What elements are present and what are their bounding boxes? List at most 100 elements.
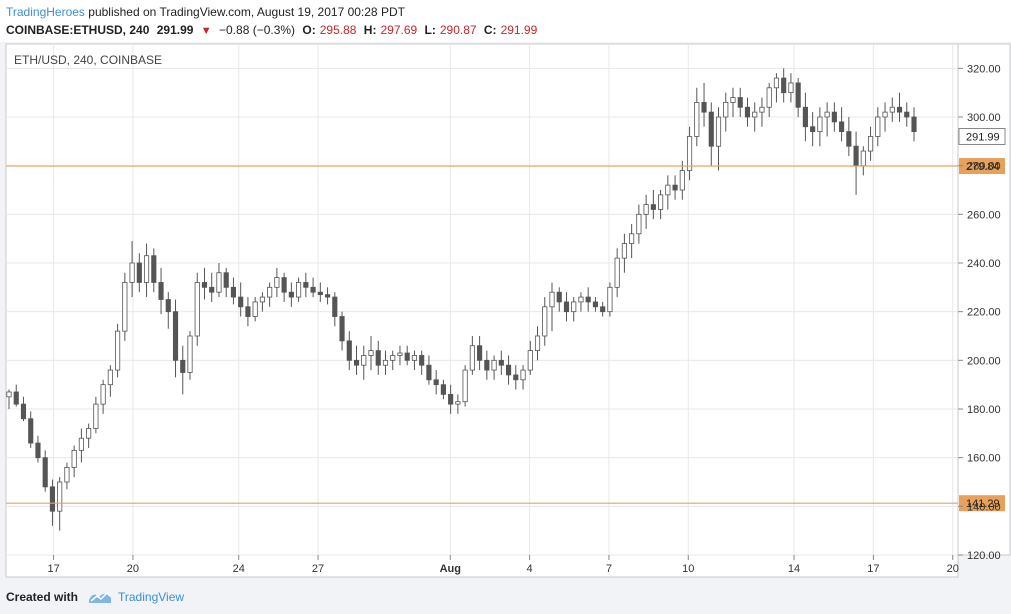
candle-body bbox=[86, 428, 92, 439]
last-price-tag bbox=[958, 127, 1006, 145]
candle-body bbox=[498, 359, 504, 366]
candle-body bbox=[419, 355, 425, 366]
y-tick-label: 120.00 bbox=[967, 550, 1001, 562]
candle-body bbox=[781, 77, 787, 94]
x-tick-label: 4 bbox=[527, 563, 533, 575]
candle-body bbox=[882, 111, 888, 118]
candle-body bbox=[672, 184, 678, 191]
candle-body bbox=[752, 111, 758, 118]
candle-body bbox=[715, 116, 722, 147]
candlestick-chart[interactable]: ETH/USD, 240, COINBASE 279.84 141.29 120.… bbox=[0, 42, 1011, 580]
candle-body bbox=[310, 286, 316, 293]
candle-body bbox=[223, 272, 229, 288]
candle-body bbox=[484, 359, 490, 371]
x-tick-label: 17 bbox=[47, 563, 59, 575]
candle-body bbox=[571, 301, 577, 313]
open-value: 295.88 bbox=[319, 23, 357, 37]
candle-body bbox=[64, 466, 70, 483]
candle-body bbox=[201, 282, 208, 288]
candle-body bbox=[57, 481, 63, 512]
candle-body bbox=[216, 272, 222, 293]
candle-body bbox=[209, 286, 215, 293]
candle-body bbox=[810, 126, 816, 132]
candle-body bbox=[288, 291, 294, 298]
y-tick-label: 300.00 bbox=[967, 112, 1001, 124]
candle-body bbox=[896, 106, 903, 113]
y-axis-labels: 120.00 140.00 160.00 180.00 200.00 220.00 240.… bbox=[958, 63, 1001, 562]
last-price: 291.99 bbox=[156, 23, 194, 37]
candles bbox=[6, 68, 917, 531]
y-tick-label: 280.00 bbox=[967, 161, 1001, 173]
candle-body bbox=[346, 340, 352, 361]
candle-body bbox=[650, 204, 656, 210]
candle-body bbox=[556, 291, 562, 303]
candle-body bbox=[462, 369, 468, 403]
candle-body bbox=[136, 262, 142, 283]
down-arrow-icon: ▼ bbox=[200, 25, 212, 37]
candle-body bbox=[187, 335, 193, 373]
candle-body bbox=[440, 384, 446, 395]
candle-body bbox=[455, 401, 461, 405]
candle-body bbox=[382, 359, 389, 366]
candle-body bbox=[817, 116, 823, 132]
candle-body bbox=[643, 204, 649, 215]
candle-body bbox=[404, 352, 410, 361]
candle-body bbox=[93, 403, 99, 429]
plot-background bbox=[5, 43, 959, 556]
candle-body bbox=[194, 282, 200, 337]
close-label: C: bbox=[483, 23, 497, 37]
candle-body bbox=[621, 243, 627, 259]
author-link[interactable]: TradingHeroes bbox=[6, 5, 85, 19]
candle-body bbox=[180, 359, 186, 373]
high-value: 297.69 bbox=[380, 23, 418, 37]
candle-body bbox=[230, 286, 237, 298]
candle-body bbox=[42, 457, 48, 488]
low-label: L: bbox=[424, 23, 436, 37]
tradingview-link[interactable]: TradingView bbox=[118, 590, 185, 604]
candle-body bbox=[788, 82, 794, 94]
candle-body bbox=[35, 442, 41, 459]
candle-body bbox=[701, 102, 707, 113]
candle-body bbox=[542, 306, 548, 337]
candle-body bbox=[158, 282, 164, 300]
hline-price-label: 279.84 bbox=[966, 161, 1000, 173]
candle-body bbox=[172, 311, 179, 361]
candle-body bbox=[860, 150, 866, 167]
x-tick-label: 7 bbox=[606, 563, 612, 575]
candle-body bbox=[708, 111, 714, 147]
x-tick-label: 14 bbox=[788, 563, 800, 575]
candle-body bbox=[259, 296, 265, 303]
candle-body bbox=[324, 294, 331, 298]
candle-body bbox=[115, 330, 121, 371]
candle-body bbox=[607, 286, 613, 313]
candle-body bbox=[614, 257, 620, 288]
candle-body bbox=[505, 364, 512, 376]
candle-body bbox=[78, 437, 84, 451]
time-axis[interactable] bbox=[5, 554, 959, 578]
candle-body bbox=[737, 97, 743, 108]
candle-body bbox=[766, 87, 772, 108]
candle-body bbox=[875, 116, 881, 137]
x-tick-label: Aug bbox=[440, 563, 461, 575]
close-value: 291.99 bbox=[500, 23, 538, 37]
low-value: 290.87 bbox=[439, 23, 477, 37]
candle-body bbox=[433, 379, 439, 386]
candle-body bbox=[853, 145, 859, 167]
candle-body bbox=[824, 111, 830, 118]
chart-area[interactable]: ETH/USD, 240, COINBASE 279.84 141.29 120.… bbox=[0, 42, 1011, 580]
hline-price-tag bbox=[959, 495, 1005, 512]
candle-body bbox=[600, 306, 606, 313]
candle-body bbox=[448, 393, 454, 405]
candle-body bbox=[281, 277, 287, 293]
horizontal-lines[interactable]: 279.84 141.29 bbox=[6, 158, 1005, 512]
candle-body bbox=[658, 194, 664, 210]
chart-title: ETH/USD, 240, COINBASE bbox=[14, 53, 162, 67]
candle-body bbox=[252, 301, 258, 317]
candle-body bbox=[353, 359, 360, 366]
publish-line: TradingHeroes published on TradingView.c… bbox=[6, 5, 405, 19]
candle-body bbox=[839, 121, 845, 133]
tradingview-logo-icon[interactable] bbox=[87, 588, 113, 606]
candle-body bbox=[629, 233, 635, 244]
candle-body bbox=[296, 282, 302, 298]
candle-body bbox=[867, 136, 874, 152]
